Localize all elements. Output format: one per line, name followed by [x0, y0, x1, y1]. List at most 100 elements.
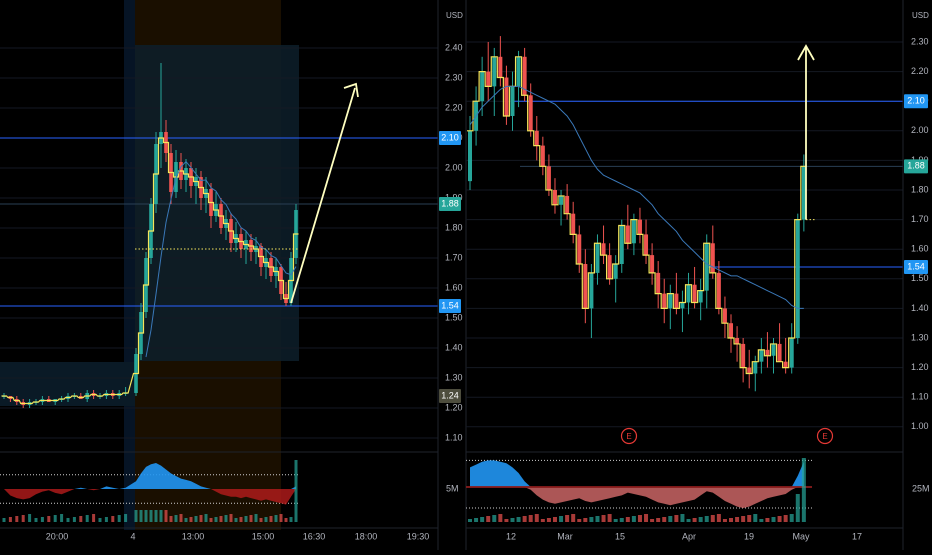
- left-volume-bar: [154, 510, 158, 522]
- right-volume-bar: [729, 518, 734, 522]
- right-volume-bar: [692, 518, 697, 522]
- right-volume-bar: [656, 518, 661, 522]
- left-x-tick: 20:00: [46, 531, 69, 541]
- left-price-badge: [439, 197, 461, 211]
- left-volume-bar: [66, 518, 70, 522]
- right-candle: [747, 367, 752, 374]
- right-candle: [577, 234, 582, 264]
- left-volume-bar: [274, 515, 278, 522]
- right-candle: [795, 219, 800, 338]
- left-price-badge: [439, 299, 461, 313]
- right-y-tick: 2.30: [911, 36, 929, 46]
- right-volume-bar: [559, 516, 564, 522]
- left-volume-bar: [104, 517, 108, 522]
- right-volume-bar: [486, 516, 491, 522]
- left-price-badge-label: 1.88: [441, 198, 459, 208]
- right-volume-bar: [662, 517, 667, 522]
- right-candle: [759, 349, 764, 362]
- right-x-tick: Mar: [557, 531, 573, 541]
- right-candle: [546, 166, 551, 190]
- right-volume-bar: [747, 515, 752, 522]
- left-osc-negative: [4, 489, 296, 505]
- left-volume-bar: [40, 517, 44, 522]
- right-y-tick: 1.70: [911, 214, 929, 224]
- right-candle: [540, 145, 545, 167]
- right-y-tick: 1.40: [911, 303, 929, 313]
- right-candle: [656, 272, 661, 294]
- right-candle: [522, 56, 527, 96]
- right-step-line: [467, 56, 807, 375]
- right-candle: [741, 343, 746, 368]
- right-candle: [777, 343, 782, 362]
- right-candle: [571, 213, 576, 235]
- right-price-badge-label: 1.88: [907, 161, 925, 171]
- left-y-tick: 1.50: [445, 312, 463, 322]
- left-volume-bar: [28, 514, 32, 522]
- right-volume-bar: [552, 517, 557, 522]
- right-volume-bar: [735, 517, 740, 522]
- left-x-tick: 16:30: [303, 531, 326, 541]
- right-volume-bar: [601, 515, 606, 522]
- right-volume-bar: [468, 519, 472, 522]
- left-volume-bar: [92, 514, 96, 522]
- right-price-badge: [904, 94, 928, 109]
- right-candle: [468, 130, 472, 182]
- right-x-tick: 17: [852, 531, 862, 541]
- right-price-badge: [904, 159, 928, 174]
- right-price-badge-label: 1.54: [907, 261, 925, 271]
- left-volume-bar: [199, 515, 203, 522]
- right-volume-bar: [474, 518, 479, 522]
- left-volume-bar: [229, 514, 233, 522]
- left-volume-bar: [224, 515, 228, 522]
- right-candle: [789, 338, 794, 368]
- left-price-badge-label: 1.54: [441, 300, 459, 310]
- right-y-tick: 1.20: [911, 362, 929, 372]
- right-volume-label: 25M: [912, 483, 930, 493]
- right-volume-bar: [753, 514, 758, 522]
- right-volume-bar: [783, 515, 788, 522]
- right-y-tick: 1.60: [911, 244, 929, 254]
- right-currency-label: USD: [912, 11, 929, 20]
- right-volume-bar: [795, 494, 800, 522]
- right-volume-bar: [777, 516, 782, 522]
- right-volume-bar: [716, 514, 721, 522]
- left-x-tick: 15:00: [252, 531, 275, 541]
- left-volume-bar: [269, 516, 273, 522]
- left-volume-bar: [219, 516, 223, 522]
- left-y-tick: 1.60: [445, 282, 463, 292]
- right-volume-bar: [759, 519, 764, 522]
- left-volume-bar: [124, 514, 128, 522]
- range-box: [135, 45, 299, 361]
- right-volume-bar: [698, 517, 703, 522]
- right-x-tick: 19: [744, 531, 754, 541]
- right-volume-bar: [540, 519, 545, 522]
- left-volume-bar: [34, 518, 38, 522]
- left-volume-bar: [214, 517, 218, 522]
- right-candle: [716, 272, 721, 309]
- right-volume-bar: [528, 515, 533, 522]
- right-candle: [674, 293, 679, 309]
- right-y-tick: 1.80: [911, 184, 929, 194]
- left-volume-bar: [47, 516, 51, 522]
- right-volume-bar: [674, 515, 679, 522]
- left-volume-bar: [169, 516, 173, 522]
- right-candle: [801, 166, 806, 220]
- right-candle: [528, 95, 533, 131]
- earnings-marker-label: E: [626, 432, 631, 441]
- right-y-tick: 2.00: [911, 125, 929, 135]
- right-volume-bar: [644, 514, 649, 522]
- right-volume-bar: [607, 514, 612, 522]
- right-candle: [516, 56, 521, 87]
- right-osc-positive: [470, 460, 804, 487]
- right-candle: [504, 77, 509, 116]
- right-volume-bar: [619, 518, 624, 522]
- left-price-badge-label: 1.24: [441, 390, 459, 400]
- right-volume-bar: [741, 516, 746, 522]
- right-volume-bar: [510, 518, 515, 522]
- left-volume-bar: [134, 510, 138, 522]
- left-projection-arrow: [290, 87, 356, 304]
- right-candle: [698, 290, 703, 303]
- right-volume-bar: [686, 519, 691, 522]
- left-volume-bar: [85, 515, 89, 522]
